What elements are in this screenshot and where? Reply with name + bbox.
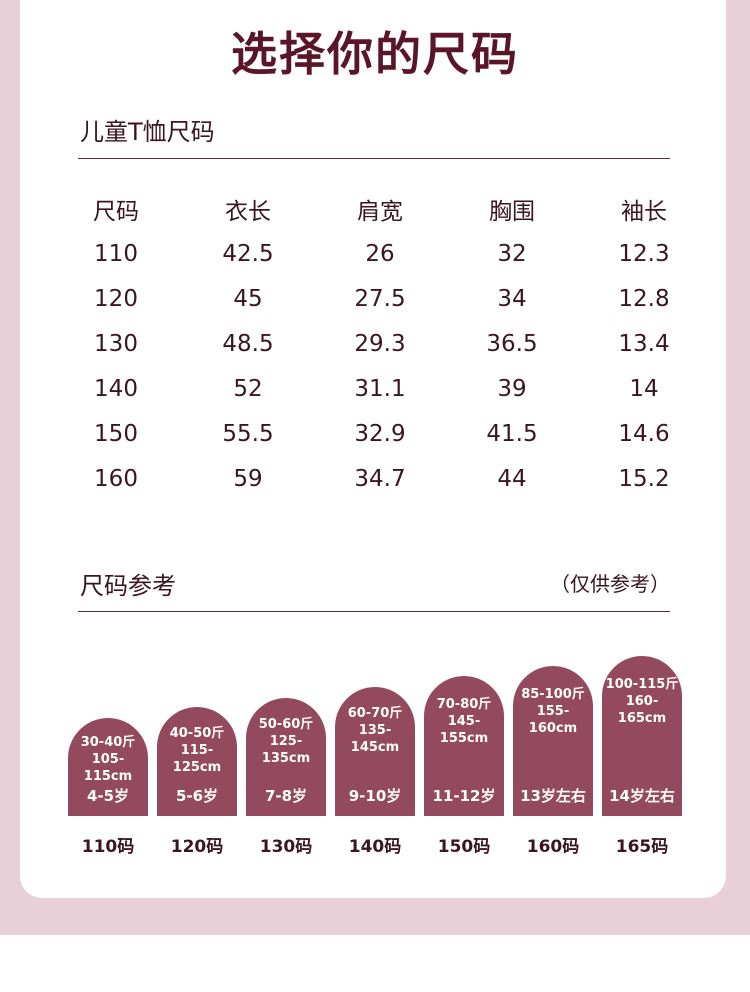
age-label: 5-6岁 [175,787,219,805]
weight-label: 70-80斤 [436,697,492,712]
table-cell: 32.9 [354,420,406,447]
size-table-header-row: 尺码 衣长 肩宽 胸围 袖长 [50,186,710,231]
size-reference-section-title: 尺码参考 [80,572,176,600]
table-cell: 110 [94,240,138,267]
table-cell: 44 [497,465,527,492]
table-cell: 15.2 [618,465,670,492]
weight-label: 50-60斤 [258,717,314,732]
table-cell: 39 [497,375,527,402]
table-cell: 26 [365,240,395,267]
table-cell: 29.3 [354,330,406,357]
table-cell: 12.8 [618,285,670,312]
weight-label: 30-40斤 [80,735,136,750]
size-arch-110: 30-40斤 105-115cm 4-5岁 [68,718,148,816]
reference-section-divider [78,611,670,612]
size-code-label: 120码 [170,837,224,857]
table-cell: 160 [94,465,138,492]
table-cell: 13.4 [618,330,670,357]
size-code-label: 140码 [348,837,402,857]
table-row: 120 45 27.5 34 12.8 [50,276,710,321]
table-row: 150 55.5 32.9 41.5 14.6 [50,411,710,456]
size-arch-160: 85-100斤 155-160cm 13岁左右 [513,666,593,816]
size-code-label: 130码 [259,837,313,857]
table-cell: 14 [629,375,659,402]
weight-label: 100-115斤 [605,677,679,692]
reference-note: （仅供参考） [550,572,670,596]
table-cell: 150 [94,420,138,447]
height-label: 105-115cm [83,752,133,784]
table-cell: 34.7 [354,465,406,492]
header-length: 衣长 [225,198,271,225]
table-cell: 55.5 [222,420,274,447]
kids-section-divider [78,158,670,159]
size-arch-120: 40-50斤 115-125cm 5-6岁 [157,707,237,816]
weight-label: 60-70斤 [347,706,403,721]
size-arch-140: 60-70斤 135-145cm 9-10岁 [335,687,415,816]
height-label: 125-135cm [261,734,311,766]
height-label: 145-155cm [439,714,489,746]
header-sleeve: 袖长 [621,198,667,225]
table-cell: 42.5 [222,240,274,267]
table-cell: 31.1 [354,375,406,402]
height-label: 155-160cm [528,704,578,736]
size-arch-150: 70-80斤 145-155cm 11-12岁 [424,676,504,816]
age-label: 9-10岁 [348,787,402,805]
height-label: 160-165cm [617,694,667,726]
table-cell: 14.6 [618,420,670,447]
table-row: 130 48.5 29.3 36.5 13.4 [50,321,710,366]
age-label: 14岁左右 [609,787,675,805]
header-chest: 胸围 [489,198,535,225]
age-label: 7-8岁 [264,787,308,805]
height-label: 115-125cm [172,743,222,775]
table-row: 110 42.5 26 32 12.3 [50,231,710,276]
table-cell: 130 [94,330,138,357]
table-cell: 52 [233,375,263,402]
page-title: 选择你的尺码 [231,27,519,81]
age-label: 4-5岁 [86,787,130,805]
table-cell: 34 [497,285,527,312]
age-label: 11-12岁 [432,787,496,805]
table-row: 160 59 34.7 44 15.2 [50,456,710,501]
header-size: 尺码 [93,198,139,225]
table-cell: 36.5 [486,330,538,357]
table-cell: 12.3 [618,240,670,267]
weight-label: 85-100斤 [521,687,585,702]
table-cell: 45 [233,285,263,312]
size-code-label: 160码 [526,837,580,857]
table-row: 140 52 31.1 39 14 [50,366,710,411]
size-reference-chart: 30-40斤 105-115cm 4-5岁 110码 40-50斤 115-12… [68,0,688,900]
table-cell: 140 [94,375,138,402]
size-code-label: 150码 [437,837,491,857]
table-cell: 59 [233,465,263,492]
kids-size-section-title: 儿童T恤尺码 [80,118,215,146]
table-cell: 120 [94,285,138,312]
size-table: 尺码 衣长 肩宽 胸围 袖长 110 42.5 26 32 12.3 120 4… [50,186,710,501]
header-shoulder: 肩宽 [357,198,403,225]
table-cell: 27.5 [354,285,406,312]
size-arch-130: 50-60斤 125-135cm 7-8岁 [246,698,326,816]
size-arch-165: 100-115斤 160-165cm 14岁左右 [602,656,682,816]
weight-label: 40-50斤 [169,726,225,741]
table-cell: 32 [497,240,527,267]
size-code-label: 165码 [615,837,669,857]
table-cell: 41.5 [486,420,538,447]
table-cell: 48.5 [222,330,274,357]
age-label: 13岁左右 [520,787,586,805]
height-label: 135-145cm [350,723,400,755]
size-code-label: 110码 [81,837,135,857]
